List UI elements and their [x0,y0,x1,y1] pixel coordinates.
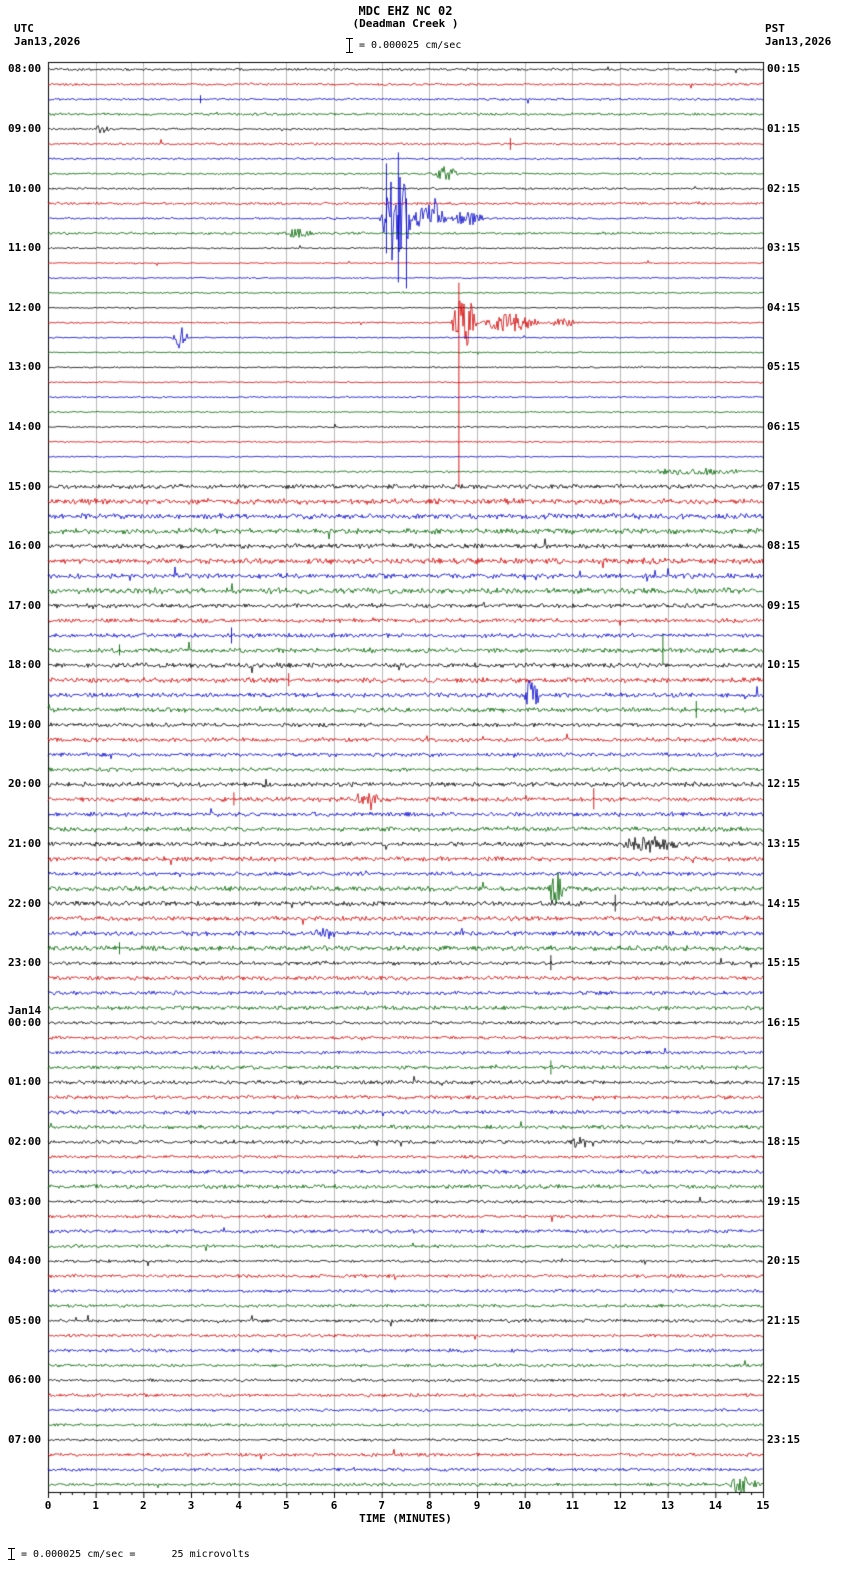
scale-bracket-icon [346,38,353,53]
utc-hour-label: 11:00 [8,241,42,255]
pst-hour-label: 21:15 [767,1313,801,1327]
utc-hour-label: 08:00 [8,62,42,76]
pst-hour-label: 09:15 [767,598,801,612]
x-tick-label: 12 [613,1499,627,1512]
x-tick-label: 5 [283,1499,290,1512]
utc-hour-label: 09:00 [8,122,42,136]
pst-hour-label: 22:15 [767,1373,801,1387]
x-tick-label: 2 [140,1499,147,1512]
utc-hour-label: 14:00 [8,419,42,433]
pst-zone-label: PST [765,22,785,35]
pst-date-label: Jan13,2026 [765,35,832,48]
pst-hour-label: 23:15 [767,1432,801,1446]
footer-bracket-icon [8,1548,15,1560]
utc-hour-label: 00:00 [8,1015,42,1029]
footer-note: = 0.000025 cm/sec = 25 microvolts [21,1548,250,1560]
pst-hour-label: 15:15 [767,956,801,970]
pst-hour-label: 05:15 [767,360,801,374]
pst-hour-label: 13:15 [767,837,801,851]
utc-hour-label: 23:00 [8,956,42,970]
x-tick-label: 15 [756,1499,770,1512]
x-tick-label: 13 [661,1499,675,1512]
utc-hour-label: 22:00 [8,896,42,910]
utc-hour-label: 19:00 [8,717,42,731]
pst-hour-label: 11:15 [767,717,801,731]
pst-hour-label: 18:15 [767,1134,801,1148]
pst-hour-label: 07:15 [767,479,801,493]
utc-date-label: Jan13,2026 [14,35,81,48]
x-tick-label: 4 [235,1499,242,1512]
utc-hour-label: 01:00 [8,1075,42,1089]
page-subtitle: (Deadman Creek ) [352,17,459,30]
x-axis-title: TIME (MINUTES) [359,1512,452,1525]
pst-hour-label: 14:15 [767,896,801,910]
utc-hour-label: 15:00 [8,479,42,493]
x-tick-label: 1 [92,1499,99,1512]
page-title: MDC EHZ NC 02 [358,4,453,18]
x-tick-label: 8 [426,1499,433,1512]
utc-hour-label: 03:00 [8,1194,42,1208]
x-tick-label: 0 [44,1499,52,1512]
pst-hour-label: 08:15 [767,539,801,553]
pst-hour-label: 06:15 [767,419,801,433]
scale-line: = 0.000025 cm/sec [346,38,461,53]
utc-date-rollover-label: Jan14 [8,1003,42,1017]
pst-hour-label: 17:15 [767,1075,801,1089]
scale-label: = 0.000025 cm/sec [359,40,462,51]
x-tick-label: 10 [518,1499,532,1512]
utc-hour-label: 16:00 [8,539,42,553]
pst-hour-label: 04:15 [767,300,801,314]
utc-hour-label: 10:00 [8,181,42,195]
utc-hour-label: 06:00 [8,1373,42,1387]
utc-hour-label: 12:00 [8,300,42,314]
pst-hour-label: 16:15 [767,1015,801,1029]
pst-hour-label: 19:15 [767,1194,801,1208]
pst-hour-label: 10:15 [767,658,801,672]
pst-hour-label: 00:15 [767,62,801,76]
utc-hour-label: 04:00 [8,1254,42,1268]
pst-hour-label: 02:15 [767,181,801,195]
utc-zone-label: UTC [14,22,34,35]
pst-hour-label: 20:15 [767,1254,801,1268]
utc-hour-label: 20:00 [8,777,42,791]
x-tick-label: 7 [378,1499,385,1512]
utc-hour-label: 17:00 [8,598,42,612]
x-tick-label: 6 [330,1499,338,1512]
utc-hour-label: 02:00 [8,1134,42,1148]
x-tick-label: 14 [708,1499,722,1512]
x-tick-label: 11 [565,1499,579,1512]
pst-hour-label: 12:15 [767,777,801,791]
pst-hour-label: 01:15 [767,122,801,136]
utc-hour-label: 07:00 [8,1432,42,1446]
pst-hour-label: 03:15 [767,241,801,255]
utc-hour-label: 21:00 [8,837,42,851]
x-tick-label: 3 [187,1499,195,1512]
utc-hour-label: 18:00 [8,658,42,672]
x-tick-label: 9 [473,1499,481,1512]
footer-note-line: = 0.000025 cm/sec = 25 microvolts [8,1548,250,1560]
utc-hour-label: 13:00 [8,360,42,374]
utc-hour-label: 05:00 [8,1313,42,1327]
